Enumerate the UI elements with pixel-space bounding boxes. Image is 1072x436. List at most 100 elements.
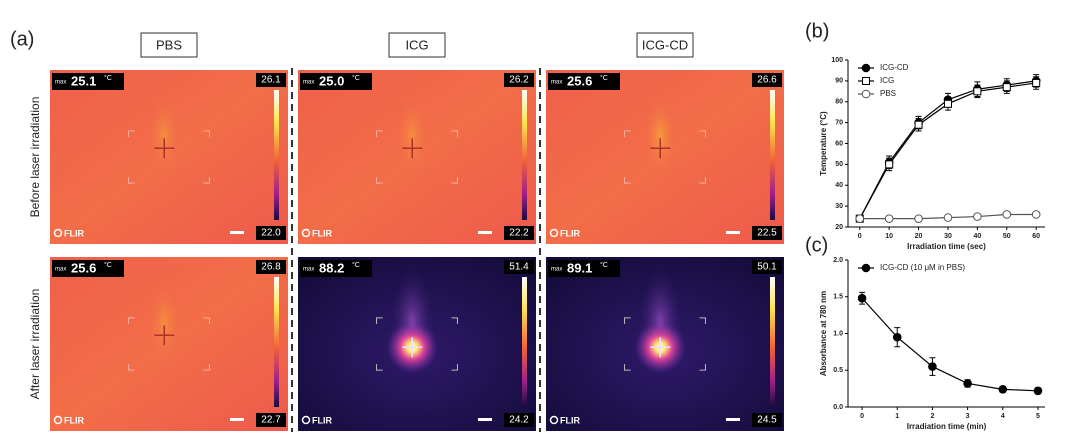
legend-label: ICG-CD	[880, 63, 909, 72]
figure: (a) (b) (c) PBS ICG ICG-CD Before laser irradi…	[0, 0, 1072, 436]
legend-marker	[863, 78, 870, 85]
scale-bar	[478, 418, 492, 421]
y-axis-label: Temperature (°C)	[819, 111, 828, 176]
max-value: 25.6	[567, 73, 592, 88]
data-point	[1032, 211, 1040, 219]
scale-min: 22.7	[261, 415, 281, 426]
legend-marker	[862, 90, 870, 98]
legend-marker	[862, 64, 870, 72]
sample-plume	[396, 96, 428, 176]
max-label: max	[55, 267, 66, 273]
panel-label: (c)	[805, 234, 828, 256]
data-point	[944, 214, 952, 222]
x-tick-label: 3	[966, 413, 970, 420]
color-bar	[522, 90, 527, 220]
scale-min: 24.2	[509, 415, 529, 426]
y-tick-label: 20	[835, 224, 843, 231]
scale-min: 24.5	[757, 415, 777, 426]
scale-max: 26.1	[261, 75, 281, 86]
panel-label: (b)	[805, 20, 829, 42]
data-point	[915, 215, 923, 223]
scale-max: 26.2	[509, 75, 529, 86]
y-axis-label: Absorbance at 780 nm	[819, 291, 828, 376]
logo: FLIR	[312, 228, 332, 238]
logo: FLIR	[560, 228, 580, 238]
y-tick-label: 60	[835, 140, 843, 147]
logo: FLIR	[64, 228, 84, 238]
data-point	[1034, 387, 1042, 395]
data-point	[858, 294, 866, 302]
max-value: 25.1	[71, 73, 96, 88]
data-point	[915, 121, 922, 128]
data-point	[1003, 211, 1011, 219]
y-tick-label: 80	[835, 99, 843, 106]
data-point	[974, 88, 981, 95]
y-tick-label: 30	[835, 203, 843, 210]
row-label: Before laser irradiation	[28, 97, 42, 218]
column-header: ICG-CD	[642, 37, 688, 52]
sample-plume	[148, 96, 180, 176]
scale-min: 22.5	[757, 228, 777, 239]
sample-plume	[148, 283, 180, 363]
x-tick-label: 5	[1036, 413, 1040, 420]
y-tick-label: 1.0	[833, 330, 843, 337]
data-point	[1033, 79, 1040, 86]
y-tick-label: 2.0	[833, 257, 843, 264]
max-unit: °C	[104, 261, 112, 269]
logo: FLIR	[560, 415, 580, 425]
data-point	[856, 215, 864, 223]
data-point	[964, 380, 972, 388]
data-point	[974, 213, 982, 221]
max-label: max	[55, 80, 66, 86]
legend-label: ICG	[880, 76, 894, 85]
y-tick-label: 0.0	[833, 404, 843, 411]
max-unit: °C	[104, 74, 112, 82]
x-tick-label: 50	[1003, 233, 1011, 240]
scale-bar	[230, 418, 244, 421]
data-point	[944, 100, 951, 107]
panel-label: (a)	[10, 28, 34, 50]
x-tick-label: 30	[944, 233, 952, 240]
y-tick-label: 100	[831, 57, 843, 64]
scale-bar	[478, 231, 492, 234]
legend-label: PBS	[880, 89, 896, 98]
legend-marker	[862, 264, 870, 272]
color-bar	[522, 277, 527, 407]
thermal-image: max89.1°C50.124.5FLIR	[546, 257, 784, 431]
max-label: max	[303, 80, 314, 86]
y-tick-label: 1.5	[833, 294, 843, 301]
max-value: 25.0	[319, 73, 344, 88]
color-bar	[770, 90, 775, 220]
scale-bar	[726, 231, 740, 234]
column-header: ICG	[405, 37, 428, 52]
y-tick-label: 70	[835, 119, 843, 126]
thermal-image: max25.6°C26.822.7FLIR	[50, 257, 288, 431]
series-line	[862, 298, 1038, 391]
logo: FLIR	[312, 415, 332, 425]
color-bar	[770, 277, 775, 407]
max-label: max	[551, 80, 562, 86]
color-bar	[274, 277, 279, 407]
x-tick-label: 0	[860, 413, 864, 420]
data-point	[999, 386, 1007, 394]
x-axis-label: Irradiation time (sec)	[907, 242, 986, 251]
x-axis-label: Irradiation time (min)	[907, 422, 987, 431]
max-value: 89.1	[567, 260, 592, 275]
x-tick-label: 4	[1001, 413, 1005, 420]
max-unit: °C	[352, 261, 360, 269]
max-value: 88.2	[319, 260, 344, 275]
legend-label: ICG-CD (10 μM in PBS)	[880, 263, 965, 272]
logo: FLIR	[64, 415, 84, 425]
color-bar	[274, 90, 279, 220]
y-tick-label: 50	[835, 161, 843, 168]
scale-bar	[726, 418, 740, 421]
scale-max: 50.1	[757, 262, 777, 273]
x-tick-label: 60	[1032, 233, 1040, 240]
sample-plume	[644, 96, 676, 176]
x-tick-label: 10	[885, 233, 893, 240]
data-point	[929, 363, 937, 371]
data-point	[885, 215, 893, 223]
max-label: max	[551, 267, 562, 273]
